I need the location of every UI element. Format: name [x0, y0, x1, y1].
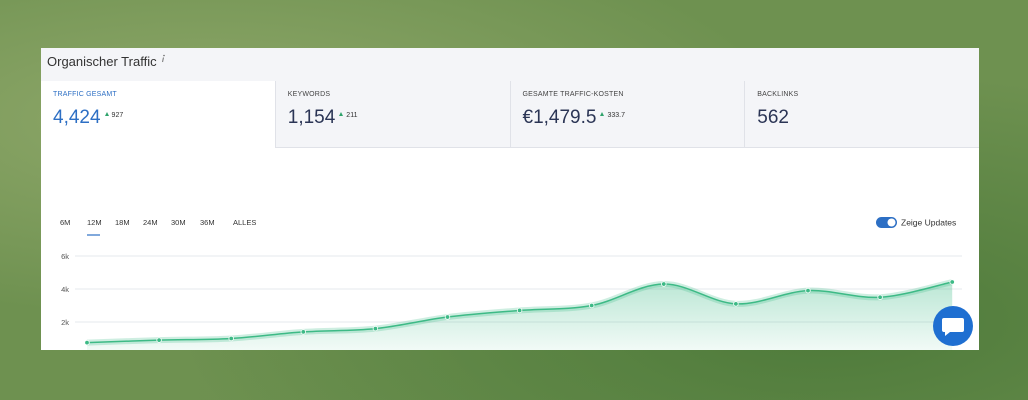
metric-label-text: KEYWORDS — [287, 91, 331, 98]
toggle-knob — [887, 218, 896, 227]
update-toggle[interactable]: Zeige Updates — [876, 217, 956, 228]
metric-value: 562 — [757, 107, 979, 129]
point — [84, 339, 90, 346]
metric-tile: GESAMTE TRAFFIC-KOSTEN €1,479.5 333.7 — [509, 81, 745, 148]
metric-label-text: GESAMTE TRAFFIC-KOSTEN — [522, 91, 624, 98]
point — [372, 325, 379, 332]
point — [805, 287, 811, 294]
y-tick-label: 4k — [61, 285, 69, 294]
chat-button[interactable] — [933, 306, 973, 346]
point — [877, 294, 883, 300]
metric-label: BACKLINKS — [757, 91, 979, 98]
metric-value-text: €1,479.5 — [522, 107, 597, 128]
point — [733, 301, 739, 307]
point — [661, 281, 667, 287]
toggle-label: Zeige Updates — [901, 218, 956, 228]
traffic-card: Organischer Traffic TRAFFIC GESAMT 4,424 9… — [41, 48, 979, 350]
range-tab[interactable]: 12M — [87, 218, 102, 227]
metric-label: TRAFFIC GESAMT — [53, 91, 275, 98]
card-title: Organischer Traffic — [47, 54, 157, 69]
metric-value-text: 562 — [757, 107, 789, 128]
range-tab[interactable]: 36M — [200, 218, 215, 227]
point — [589, 302, 595, 309]
delta-arrow — [339, 112, 344, 116]
metric-label-text: BACKLINKS — [757, 91, 799, 98]
point — [228, 335, 234, 342]
metric-tile: BACKLINKS 562 — [744, 81, 979, 148]
range-tab[interactable]: 18M — [115, 218, 130, 227]
metric-delta: 927 — [111, 112, 124, 119]
point — [444, 314, 451, 320]
delta-arrow — [600, 112, 605, 116]
y-tick-label: 2k — [61, 318, 69, 327]
metric-value-text: 4,424 — [53, 107, 101, 128]
metric-value: €1,479.5 333.7 — [523, 107, 745, 129]
range-tab[interactable]: 30M — [171, 218, 186, 227]
chart-area: 6M 12M 18M 24M 30M 36M ALLES Zeige Updates 2k 4k 6… — [60, 217, 962, 350]
point — [516, 307, 523, 314]
metrics-row: TRAFFIC GESAMT 4,424 927 KEYWORDS 1,154 211 GE… — [41, 81, 979, 148]
metric-label-text: TRAFFIC GESAMT — [53, 91, 117, 98]
metric-label: GESAMTE TRAFFIC-KOSTEN — [523, 91, 745, 98]
metric-value-text: 1,154 — [287, 107, 336, 128]
range-tab[interactable]: 6M — [60, 218, 70, 227]
metric-delta: 333.7 — [607, 112, 625, 119]
metric-delta: 211 — [346, 112, 358, 119]
metric-value: 4,424 927 — [53, 107, 275, 129]
range-tab[interactable]: 24M — [143, 218, 158, 227]
info-icon — [161, 54, 165, 63]
metric-value: 1,154 211 — [288, 107, 510, 129]
metric-tile: TRAFFIC GESAMT 4,424 927 — [41, 81, 275, 148]
y-tick-label: 6k — [61, 252, 69, 261]
point — [156, 337, 162, 343]
delta-arrow — [104, 112, 109, 116]
point — [300, 329, 306, 335]
point — [949, 279, 955, 285]
card-header: Organischer Traffic — [41, 48, 979, 81]
metric-label: KEYWORDS — [288, 91, 510, 98]
range-tab[interactable]: ALLES — [233, 218, 256, 227]
metric-tile: KEYWORDS 1,154 211 — [274, 81, 510, 148]
